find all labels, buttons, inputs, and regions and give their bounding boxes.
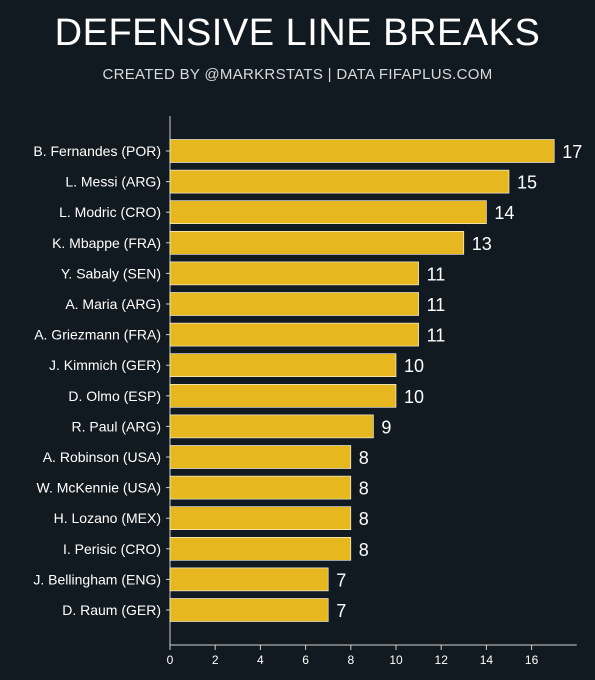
category-label: W. McKennie (USA) [37,480,161,496]
bar [169,506,352,531]
category-label: R. Paul (ARG) [72,418,161,434]
value-label: 14 [494,203,514,223]
bar [169,169,510,194]
category-label: D. Olmo (ESP) [68,388,161,404]
x-tick-label: 12 [435,653,449,667]
category-label: D. Raum (GER) [62,602,161,618]
value-label: 17 [562,142,582,162]
x-tick-label: 2 [212,653,219,667]
category-label: A. Griezmann (FRA) [34,327,161,343]
category-label: J. Bellingham (ENG) [33,571,161,587]
value-label: 7 [336,601,346,621]
x-tick-label: 14 [480,653,494,667]
bar [169,598,329,622]
value-label: 10 [404,387,424,407]
bar [169,292,419,316]
category-label: Y. Sabaly (SEN) [61,265,161,281]
bar [169,475,352,500]
value-label: 11 [427,264,446,284]
value-label: 8 [359,540,369,560]
category-label: A. Maria (ARG) [65,296,161,312]
value-label: 9 [381,417,391,437]
bar [169,200,487,224]
category-label: B. Fernandes (POR) [33,143,161,159]
category-label: A. Robinson (USA) [43,449,161,465]
x-tick-label: 4 [257,653,264,667]
x-tick-label: 16 [525,653,539,667]
chart-subtitle: CREATED BY @MARKRSTATS | DATA FIFAPLUS.C… [102,66,493,83]
value-label: 8 [359,509,369,529]
value-label: 8 [359,448,369,468]
category-label: L. Messi (ARG) [65,174,161,190]
bar [169,567,329,592]
bar [169,445,352,469]
category-label: H. Lozano (MEX) [54,510,161,526]
bar [169,536,352,561]
value-label: 15 [517,173,537,193]
bar [169,353,397,378]
value-label: 11 [427,326,446,346]
x-tick-label: 0 [167,653,174,667]
category-label: K. Mbappe (FRA) [52,235,161,251]
x-tick-label: 10 [389,653,403,667]
chart-title: DEFENSIVE LINE BREAKS [54,12,541,54]
x-tick-label: 6 [302,653,309,667]
bar [169,383,397,408]
value-label: 7 [336,570,346,590]
bar [169,139,555,163]
bar [169,414,374,439]
bar [169,231,465,255]
value-label: 10 [404,356,424,376]
bar [169,261,419,286]
x-tick-label: 8 [347,653,354,667]
category-label: L. Modric (CRO) [59,204,161,220]
category-label: J. Kimmich (GER) [49,357,161,373]
value-label: 11 [427,295,446,315]
value-label: 8 [359,479,369,499]
bar [169,322,419,347]
category-label: I. Perisic (CRO) [63,541,161,557]
value-label: 13 [472,234,492,254]
